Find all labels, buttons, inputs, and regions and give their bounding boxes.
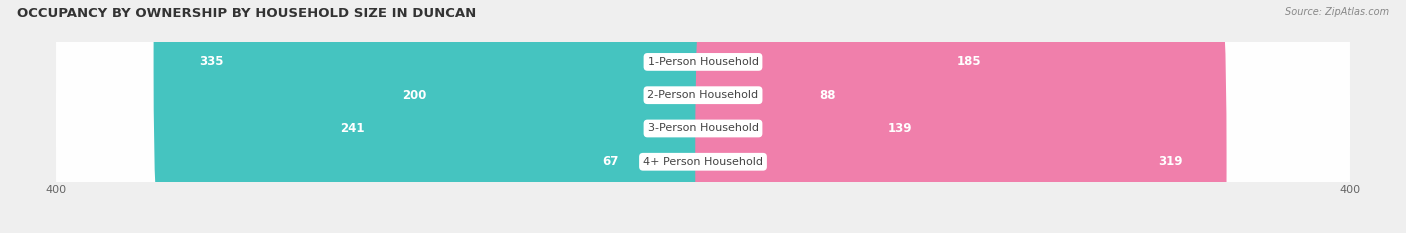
Text: 139: 139 — [887, 122, 912, 135]
FancyBboxPatch shape — [695, 0, 1226, 233]
Text: 319: 319 — [1159, 155, 1182, 168]
FancyBboxPatch shape — [56, 0, 1350, 233]
Text: 3-Person Household: 3-Person Household — [648, 123, 758, 134]
Text: OCCUPANCY BY OWNERSHIP BY HOUSEHOLD SIZE IN DUNCAN: OCCUPANCY BY OWNERSHIP BY HOUSEHOLD SIZE… — [17, 7, 477, 20]
Text: 2-Person Household: 2-Person Household — [647, 90, 759, 100]
FancyBboxPatch shape — [586, 0, 711, 233]
Text: 200: 200 — [402, 89, 426, 102]
FancyBboxPatch shape — [695, 0, 853, 233]
FancyBboxPatch shape — [56, 0, 1350, 233]
Text: 1-Person Household: 1-Person Household — [648, 57, 758, 67]
Text: 241: 241 — [340, 122, 366, 135]
Text: 88: 88 — [818, 89, 835, 102]
Text: 67: 67 — [602, 155, 619, 168]
FancyBboxPatch shape — [695, 0, 1010, 232]
Text: 185: 185 — [956, 55, 981, 69]
FancyBboxPatch shape — [695, 0, 935, 233]
FancyBboxPatch shape — [56, 0, 1350, 233]
Text: Source: ZipAtlas.com: Source: ZipAtlas.com — [1285, 7, 1389, 17]
FancyBboxPatch shape — [56, 0, 1350, 233]
Text: 4+ Person Household: 4+ Person Household — [643, 157, 763, 167]
Text: 335: 335 — [200, 55, 224, 69]
FancyBboxPatch shape — [305, 0, 711, 233]
FancyBboxPatch shape — [371, 0, 711, 233]
FancyBboxPatch shape — [153, 0, 711, 232]
